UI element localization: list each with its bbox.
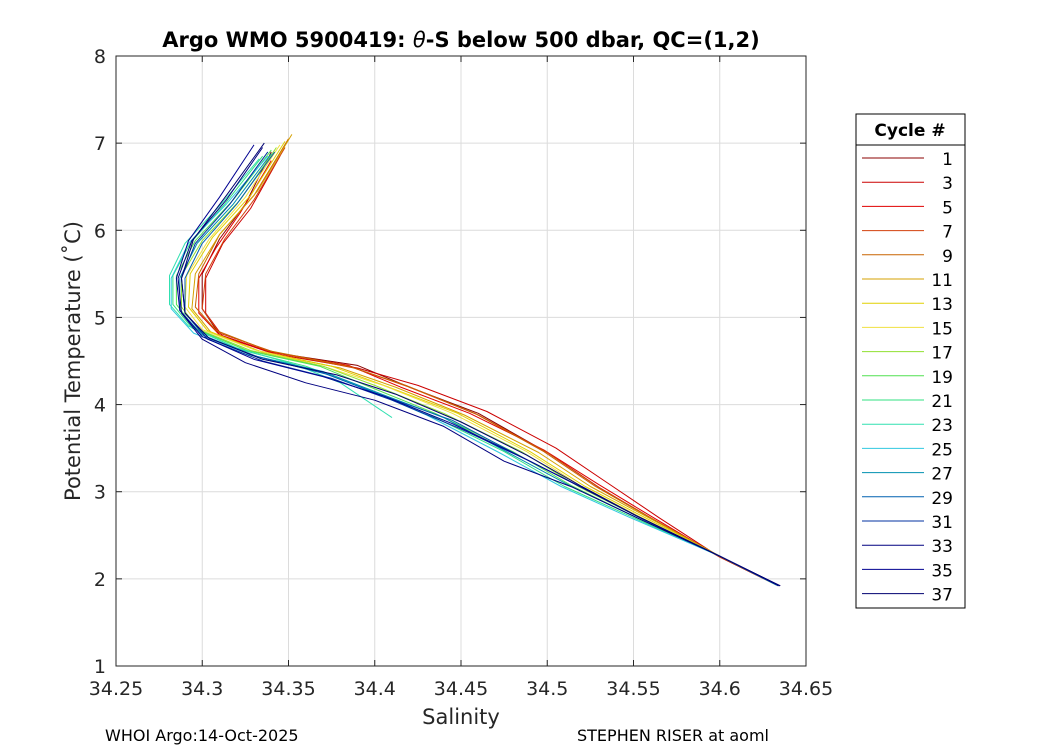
legend-label-cycle-15: 15	[931, 319, 953, 339]
legend-label-cycle-35: 35	[931, 561, 953, 581]
x-tick-label: 34.6	[699, 678, 741, 700]
footer-right: STEPHEN RISER at aoml	[577, 726, 769, 745]
y-tick-label: 3	[94, 482, 106, 504]
y-tick-label: 8	[94, 46, 106, 68]
ticks: 34.25 34.3 34.35 34.4 34.45 34.5 34.55 34.6 34.6…	[89, 46, 833, 700]
legend-label-cycle-19: 19	[931, 368, 953, 388]
series-line-cycle-13	[188, 141, 777, 586]
x-tick-label: 34.3	[181, 678, 223, 700]
y-axis-label: Potential Temperature (˚C)	[61, 221, 85, 501]
legend-label-cycle-9: 9	[942, 247, 953, 267]
y-tick-label: 1	[94, 656, 106, 678]
x-tick-label: 34.5	[526, 678, 568, 700]
series-line-cycle-5	[198, 160, 779, 587]
legend-label-cycle-3: 3	[942, 174, 953, 194]
chart-title-suffix: -S below 500 dbar, QC=(1,2)	[426, 28, 760, 52]
x-tick-label: 34.25	[89, 678, 143, 700]
legend-label-cycle-27: 27	[931, 465, 953, 485]
y-tick-label: 7	[94, 133, 106, 155]
legend-label-cycle-31: 31	[931, 513, 953, 533]
x-tick-label: 34.35	[261, 678, 315, 700]
y-tick-label: 4	[94, 395, 106, 417]
legend-label-cycle-29: 29	[931, 489, 953, 509]
footer-left: WHOI Argo:14-Oct-2025	[105, 726, 299, 745]
x-axis-label: Salinity	[422, 705, 500, 729]
series-line-cycle-23	[169, 158, 393, 419]
x-tick-label: 34.4	[354, 678, 396, 700]
legend-label-cycle-37: 37	[931, 586, 953, 606]
y-tick-label: 6	[94, 220, 106, 242]
legend-label-cycle-25: 25	[931, 440, 953, 460]
legend-label-cycle-21: 21	[931, 392, 953, 412]
legend-label-cycle-11: 11	[931, 271, 953, 291]
legend-box	[855, 113, 966, 609]
legend: Cycle # 13579111315171921232527293133353…	[855, 113, 966, 609]
series-line-cycle-37	[181, 142, 781, 587]
series-group	[169, 134, 781, 587]
x-tick-label: 34.55	[606, 678, 660, 700]
legend-label-cycle-13: 13	[931, 295, 953, 315]
y-tick-label: 5	[94, 307, 106, 329]
series-line-cycle-11	[191, 134, 777, 586]
chart-title-prefix: Argo WMO 5900419:	[162, 28, 413, 52]
legend-label-cycle-17: 17	[931, 344, 953, 364]
legend-title: Cycle #	[874, 121, 945, 141]
chart-title: Argo WMO 5900419: θ-S below 500 dbar, QC…	[162, 28, 759, 52]
series-line-cycle-33	[177, 147, 781, 587]
chart-title-theta: θ	[413, 28, 426, 52]
series-line-cycle-9	[194, 138, 777, 586]
series-line-cycle-3	[205, 155, 779, 587]
legend-label-cycle-33: 33	[931, 537, 953, 557]
legend-label-cycle-5: 5	[942, 198, 953, 218]
x-tick-label: 34.65	[779, 678, 833, 700]
legend-label-cycle-23: 23	[931, 416, 953, 436]
y-tick-label: 2	[94, 569, 106, 591]
x-tick-label: 34.45	[434, 678, 488, 700]
legend-label-cycle-1: 1	[942, 150, 953, 170]
grid	[116, 56, 806, 666]
legend-label-cycle-7: 7	[942, 223, 953, 243]
